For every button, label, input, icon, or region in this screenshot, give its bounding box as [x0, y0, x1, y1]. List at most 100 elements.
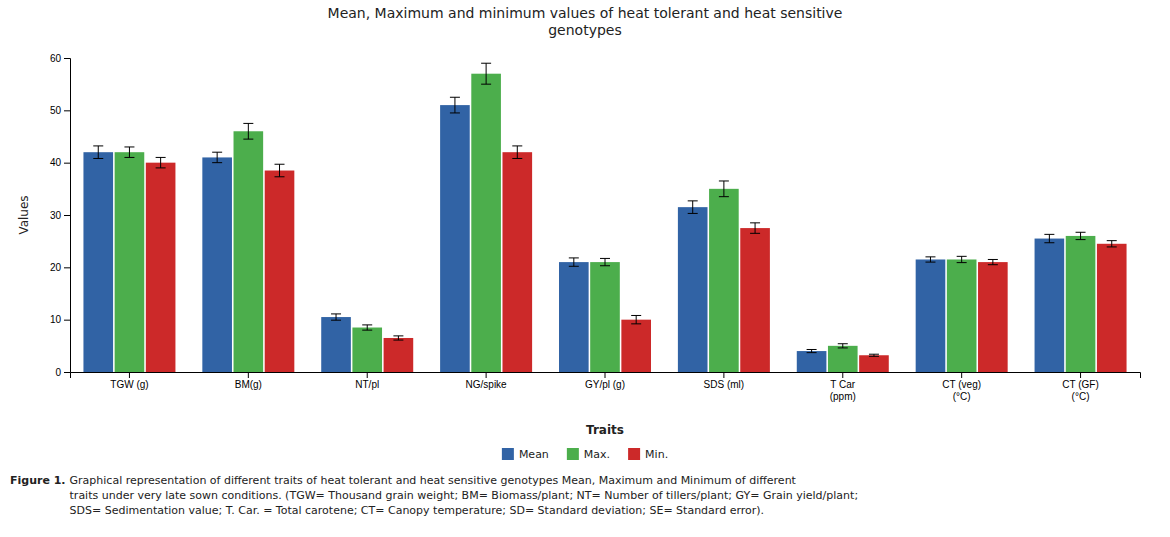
legend-swatch	[628, 448, 640, 460]
x-tick-label-line: TGW (g)	[110, 379, 148, 390]
y-axis-line	[64, 59, 71, 373]
error-bar-cap	[512, 158, 522, 159]
y-tick-mark	[64, 215, 70, 216]
y-tick-mark	[64, 58, 70, 59]
bar	[1066, 236, 1096, 372]
error-bar-stem	[1049, 234, 1050, 242]
error-bar-cap	[1044, 234, 1054, 235]
x-tick: CT (GF)(°C)	[1062, 372, 1098, 402]
error-bar-cap	[957, 256, 967, 257]
error-bar	[869, 354, 879, 356]
legend-swatch	[567, 448, 579, 460]
error-bar-cap	[838, 347, 848, 348]
error-bar	[393, 336, 403, 340]
error-bar	[807, 349, 817, 352]
bar	[234, 131, 264, 372]
y-tick-mark	[64, 372, 70, 373]
bar	[471, 74, 501, 372]
bar	[321, 317, 351, 372]
y-tick-mark	[64, 163, 70, 164]
bar	[978, 262, 1008, 372]
error-bar-cap	[807, 349, 817, 350]
error-bar-cap	[1044, 242, 1054, 243]
error-bar-stem	[367, 325, 368, 330]
error-bar-stem	[279, 164, 280, 177]
x-tick-mark	[248, 372, 249, 378]
bar	[146, 163, 176, 372]
y-tick-label: 30	[50, 210, 62, 221]
y-axis: 0102030405060	[50, 53, 71, 378]
error-bar-cap	[450, 112, 460, 113]
error-bar-cap	[481, 63, 491, 64]
x-tick-mark	[1080, 372, 1081, 378]
x-tick-label-line: CT (veg)	[942, 379, 981, 390]
title-line: Mean, Maximum and minimum values of heat…	[328, 5, 843, 21]
error-bar	[631, 315, 641, 323]
bar	[797, 351, 827, 372]
x-axis-line	[71, 373, 1141, 379]
error-bar-cap	[838, 343, 848, 344]
bar	[202, 157, 232, 372]
error-bar	[93, 146, 103, 159]
error-bar-stem	[992, 259, 993, 264]
error-bar-cap	[362, 324, 372, 325]
error-bar-cap	[156, 167, 166, 168]
y-tick-label: 40	[50, 157, 62, 168]
error-bar-cap	[393, 335, 403, 336]
error-bar-stem	[160, 157, 161, 167]
error-bar-stem	[961, 256, 962, 262]
bar	[384, 338, 414, 372]
x-tick-label-line: (°C)	[1072, 391, 1090, 402]
x-axis: TGW (g)BM(g)NT/plNG/spikeGY/pl (g)SDS (m…	[71, 372, 1141, 402]
bar	[678, 207, 708, 372]
error-bar	[481, 63, 491, 84]
error-bar	[600, 258, 610, 265]
error-bar-cap	[393, 340, 403, 341]
error-bar-cap	[212, 162, 222, 163]
y-tick-label: 20	[50, 262, 62, 273]
bar	[916, 259, 946, 372]
x-tick-label: NT/pl	[355, 379, 379, 390]
error-bar	[925, 257, 935, 262]
legend-label: Min.	[645, 448, 668, 461]
error-bar-cap	[988, 264, 998, 265]
legend-item: Mean	[502, 448, 549, 461]
caption-line: traits under very late sown conditions. …	[70, 489, 859, 502]
error-bar	[275, 164, 285, 177]
error-bar-cap	[243, 139, 253, 140]
error-bar	[362, 325, 372, 330]
error-bar	[688, 201, 698, 214]
error-bar-cap	[925, 262, 935, 263]
x-tick: GY/pl (g)	[585, 372, 625, 390]
error-bar-cap	[331, 313, 341, 314]
legend-label: Mean	[519, 448, 549, 461]
x-tick: NT/pl	[355, 372, 379, 390]
x-tick-label-line: SDS (ml)	[704, 379, 745, 390]
error-bar-cap	[275, 176, 285, 177]
x-tick-label-line: NT/pl	[355, 379, 379, 390]
error-bar-cap	[512, 145, 522, 146]
y-tick: 0	[55, 367, 70, 378]
error-bar-stem	[723, 181, 724, 197]
error-bar-stem	[605, 258, 606, 265]
x-tick-label-line: T Car	[830, 379, 855, 390]
plot-area	[83, 63, 1126, 372]
bar	[559, 262, 589, 372]
error-bar-cap	[631, 315, 641, 316]
x-tick-mark	[605, 372, 606, 378]
caption-line: Graphical representation of different tr…	[70, 474, 797, 487]
chart: Mean, Maximum and minimum values of heat…	[0, 0, 1170, 537]
error-bar-stem	[1111, 241, 1112, 247]
error-bar-cap	[93, 158, 103, 159]
x-tick-mark	[367, 372, 368, 378]
y-tick: 30	[50, 210, 70, 221]
error-bar-stem	[248, 123, 249, 139]
x-tick-label-line: GY/pl (g)	[585, 379, 625, 390]
y-tick: 50	[50, 105, 70, 116]
error-bar-stem	[636, 315, 637, 323]
x-tick: T Car(ppm)	[830, 372, 856, 402]
x-tick-mark	[486, 372, 487, 378]
y-tick: 40	[50, 157, 70, 168]
y-tick-label: 0	[55, 367, 61, 378]
y-tick-mark	[64, 320, 70, 321]
